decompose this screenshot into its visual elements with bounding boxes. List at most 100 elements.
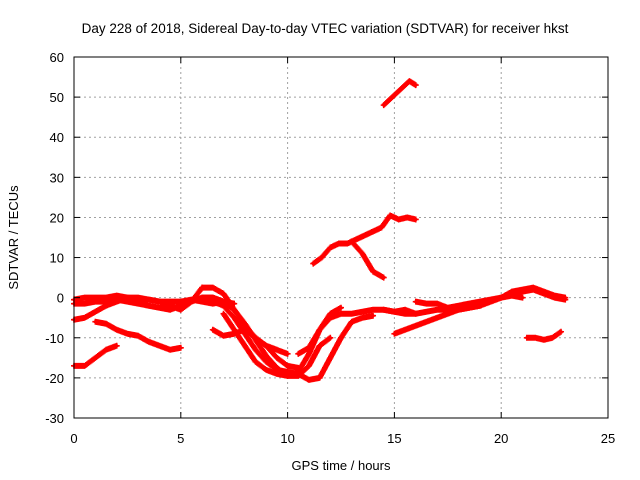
data-point xyxy=(286,374,290,378)
data-point xyxy=(307,378,311,382)
data-point xyxy=(157,306,162,310)
data-point xyxy=(93,320,97,324)
data-point xyxy=(488,298,493,302)
data-point xyxy=(104,322,108,326)
grid xyxy=(74,57,608,418)
data-point xyxy=(525,336,529,340)
data-point xyxy=(115,294,119,298)
data-point xyxy=(328,336,332,340)
data-point xyxy=(405,215,409,220)
data-point xyxy=(253,336,258,340)
data-point xyxy=(147,304,151,308)
y-tick-label: -10 xyxy=(45,331,64,346)
data-point xyxy=(115,328,119,332)
data-point xyxy=(435,316,439,320)
x-tick-label: 5 xyxy=(177,431,184,446)
data-point xyxy=(435,308,439,312)
data-point xyxy=(339,336,343,340)
data-point xyxy=(403,308,407,312)
data-point xyxy=(371,229,375,234)
data-point xyxy=(318,328,322,332)
data-point xyxy=(232,308,236,312)
data-point xyxy=(392,310,396,314)
data-point xyxy=(136,302,140,306)
y-tick-label: -30 xyxy=(45,411,64,426)
x-tick-label: 10 xyxy=(280,431,294,446)
x-tick-label: 15 xyxy=(387,431,401,446)
series-track-r xyxy=(523,328,565,343)
series-markers xyxy=(380,78,419,109)
data-point xyxy=(550,336,555,340)
data-point xyxy=(275,356,279,360)
data-point xyxy=(93,300,97,304)
data-point xyxy=(211,300,215,304)
data-point xyxy=(253,360,258,364)
data-point xyxy=(390,95,394,99)
y-tick-label: 60 xyxy=(50,50,64,65)
y-tick-label: 40 xyxy=(50,130,64,145)
data-point xyxy=(320,255,324,260)
data-point xyxy=(360,316,364,320)
x-tick-label: 20 xyxy=(494,431,508,446)
data-point xyxy=(318,344,322,348)
data-point xyxy=(424,320,429,324)
data-point xyxy=(200,286,204,290)
data-point xyxy=(424,302,429,306)
series-markers xyxy=(348,238,387,281)
data-point xyxy=(168,348,172,352)
data-point xyxy=(371,308,375,312)
data-point xyxy=(125,296,129,300)
data-point xyxy=(221,312,226,316)
data-point xyxy=(328,312,332,316)
data-point xyxy=(200,296,204,300)
data-point xyxy=(136,296,140,300)
data-point xyxy=(542,338,546,342)
data-point xyxy=(424,310,429,314)
series-track-k xyxy=(295,304,344,357)
data-point xyxy=(414,312,418,316)
data-point xyxy=(360,310,364,314)
data-point xyxy=(382,103,386,107)
data-point xyxy=(275,372,279,376)
x-axis-label: GPS time / hours xyxy=(292,458,391,473)
y-tick-label: 10 xyxy=(50,251,64,266)
series-track-i xyxy=(209,298,377,383)
data-point xyxy=(328,245,332,250)
data-point xyxy=(510,294,514,298)
data-point xyxy=(403,328,407,332)
data-point xyxy=(168,304,172,308)
data-point xyxy=(264,360,268,364)
data-point xyxy=(232,316,236,320)
data-point xyxy=(243,332,247,336)
x-tick-label: 25 xyxy=(601,431,615,446)
data-point xyxy=(93,310,97,314)
data-point xyxy=(533,336,537,340)
data-point xyxy=(307,346,311,350)
data-point xyxy=(275,348,279,352)
data-point xyxy=(253,348,258,352)
data-point xyxy=(414,83,418,87)
data-point xyxy=(125,332,129,336)
series-track-m xyxy=(348,238,387,281)
series-markers xyxy=(71,342,120,369)
data-point xyxy=(157,300,162,304)
data-point xyxy=(446,306,450,310)
data-point xyxy=(189,300,194,304)
data-point xyxy=(211,328,215,332)
data-point xyxy=(563,298,567,302)
data-point xyxy=(399,87,403,91)
data-point xyxy=(354,237,358,242)
data-point xyxy=(499,296,503,300)
data-point xyxy=(345,241,350,246)
data-point xyxy=(456,304,461,308)
data-point xyxy=(264,368,268,372)
y-tick-label: 50 xyxy=(50,90,64,105)
data-point xyxy=(211,296,215,300)
data-point xyxy=(104,348,108,352)
data-point xyxy=(414,324,418,328)
data-point xyxy=(115,344,119,348)
data-point xyxy=(379,225,384,230)
data-point xyxy=(350,320,354,324)
data-point xyxy=(397,217,401,222)
